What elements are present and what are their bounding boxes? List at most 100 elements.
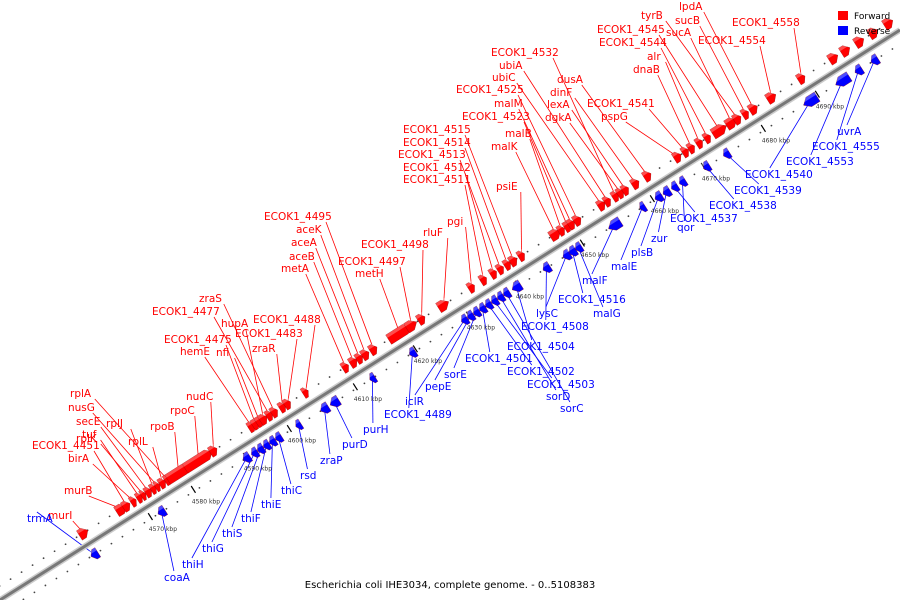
forward-gene-43-shine (571, 213, 580, 221)
reverse-gene-0-shape (90, 547, 101, 560)
minor-tick (669, 160, 672, 162)
forward-gene-8 (152, 480, 161, 493)
leader-line (174, 431, 179, 473)
leader-line (494, 300, 553, 379)
reverse-gene-32-shine (700, 160, 709, 167)
forward-label-ecok1-4477: ECOK1_4477 (152, 306, 220, 318)
reverse-label-ecok1-4516: ECOK1_4516 (558, 294, 626, 306)
forward-gene-44-shine (595, 198, 604, 206)
tick-label-4580-kbp: 4580 kbp (192, 499, 220, 506)
reverse-gene-31-shape (679, 175, 689, 187)
forward-label-ecok1-4488: ECOK1_4488 (253, 314, 321, 326)
legend-reverse-label: Reverse (854, 27, 891, 37)
forward-gene-26-shape (359, 349, 370, 362)
forward-gene-edge-3-shine (866, 25, 877, 34)
reverse-gene-28-shine (652, 190, 661, 198)
tick-label-4570-kbp: 4570 kbp (149, 526, 177, 533)
leader-line (325, 221, 374, 350)
reverse-label-ecok1-4538: ECOK1_4538 (709, 200, 777, 212)
forward-label-rpla: rplA (70, 388, 92, 400)
legend-forward-swatch (838, 11, 848, 20)
minor-tick (165, 507, 168, 510)
forward-gene-38-shine (515, 248, 524, 256)
minor-tick (55, 577, 58, 580)
forward-label-ecok1-4515: ECOK1_4515 (403, 124, 471, 136)
forward-gene-55-shape (701, 132, 711, 145)
leader-line (682, 181, 685, 222)
forward-gene-53-shine (685, 141, 694, 148)
leader-line (324, 408, 331, 455)
leader-line (245, 328, 264, 419)
reverse-gene-25 (572, 241, 585, 253)
forward-gene-42-shape (565, 218, 575, 231)
reverse-gene-4-shape (257, 442, 267, 455)
forward-gene-12-shape (181, 449, 213, 474)
leader-line (464, 147, 508, 265)
reverse-gene-15-shape (473, 305, 483, 318)
forward-label-murb: murB (64, 485, 92, 497)
reverse-label-rsd: rsd (300, 470, 316, 482)
reverse-gene-16-shape (479, 301, 489, 314)
reverse-label-sord: sorD (546, 391, 570, 403)
tick-label-4680-kbp: 4680 kbp (762, 138, 790, 145)
forward-gene-33-shape (477, 274, 487, 287)
leader-line (278, 437, 292, 485)
leader-line (545, 268, 547, 321)
reverse-gene-29-shape (662, 185, 673, 197)
minor-tick (605, 229, 608, 232)
leader-line (443, 237, 449, 305)
leader-line (213, 316, 270, 416)
leader-line (287, 338, 298, 404)
leader-line (464, 172, 494, 274)
minor-tick (792, 110, 795, 113)
leader-line (523, 70, 608, 202)
forward-gene-23 (339, 360, 349, 374)
leader-line (320, 234, 366, 355)
minor-tick (539, 271, 542, 273)
legend-forward-label: Forward (854, 12, 890, 22)
reverse-gene-35 (832, 71, 853, 87)
reverse-gene-15-shine (470, 305, 479, 313)
leader-line (665, 20, 738, 119)
leader-line (574, 97, 636, 184)
major-tick (190, 485, 196, 494)
minor-tick (781, 117, 784, 120)
reverse-gene-24-shine (566, 244, 575, 252)
forward-label-ecok1-4451: ECOK1_4451 (32, 440, 100, 452)
leader-line (191, 457, 247, 559)
reverse-label-ecok1-4503: ECOK1_4503 (527, 379, 595, 391)
leader-line (414, 319, 465, 396)
forward-label-ecok1-4498: ECOK1_4498 (361, 239, 429, 251)
leader-line (500, 297, 557, 391)
forward-gene-19-shine (268, 405, 277, 412)
minor-tick (339, 369, 342, 371)
forward-gene-5 (138, 488, 147, 502)
reverse-label-thie: thiE (261, 499, 281, 511)
forward-gene-47-shape (614, 187, 624, 200)
forward-gene-60 (746, 101, 758, 116)
forward-gene-52-shape (679, 146, 689, 159)
reverse-label-ecok1-4502: ECOK1_4502 (507, 366, 575, 378)
leader-line (515, 151, 556, 235)
reverse-gene-11-shine (366, 372, 374, 379)
forward-gene-3-shape (127, 496, 137, 508)
forward-gene-edge-2-shape (852, 36, 864, 49)
tick-label-4610-kbp: 4610 kbp (354, 396, 382, 403)
reverse-gene-19-shine (494, 290, 503, 298)
forward-gene-2-shape (120, 500, 131, 513)
reverse-gene-12 (406, 346, 419, 358)
reverse-gene-10 (327, 394, 342, 408)
forward-label-acea: aceA (291, 237, 318, 249)
forward-gene-edge-3 (866, 25, 878, 41)
leader-line (523, 121, 568, 227)
leader-line (658, 34, 720, 131)
forward-gene-12-shine (182, 446, 211, 467)
forward-label-malb: malB (505, 128, 532, 140)
reverse-label-uvra: uvrA (837, 126, 862, 138)
reverse-gene-5-shine (260, 438, 269, 446)
leader-line (569, 122, 621, 193)
forward-gene-36 (501, 257, 511, 272)
reverse-gene-22-shape (542, 261, 553, 273)
leader-line (100, 426, 149, 492)
reverse-label-ecok1-4537: ECOK1_4537 (670, 213, 738, 225)
